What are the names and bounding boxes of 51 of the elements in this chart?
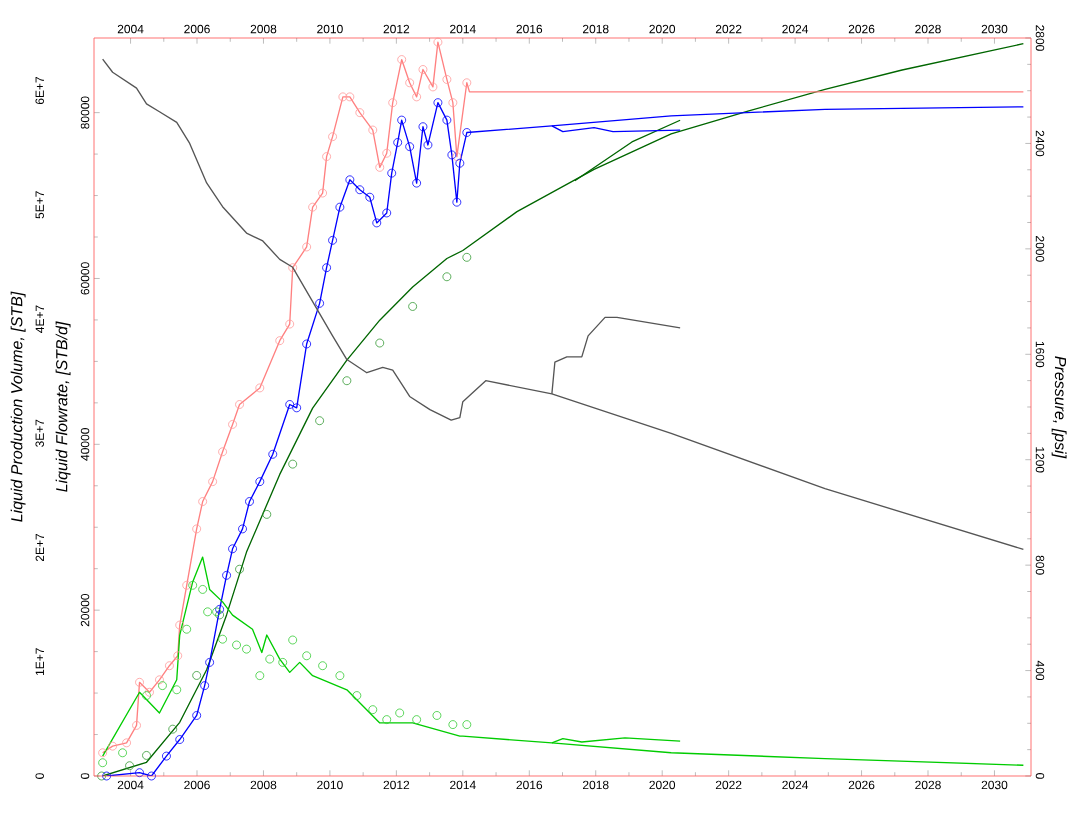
- x-tick-label: 2004: [117, 780, 144, 790]
- y3-tick-label: 1E+7: [35, 648, 44, 676]
- x-tick-label: 2014: [450, 780, 476, 790]
- x-tick-label: 2018: [583, 780, 609, 790]
- x-tick-label: 2026: [848, 780, 875, 790]
- y2-tick-label: 1200: [1035, 447, 1045, 473]
- x-tick-label: 2028: [915, 780, 941, 790]
- y-tick-label: 20000: [80, 593, 90, 627]
- x-tick-label: 2022: [715, 780, 742, 790]
- x2-tick-label: 2014: [450, 24, 476, 34]
- y-tick-label: 0: [80, 773, 90, 779]
- x2-tick-label: 2022: [715, 24, 742, 34]
- y3-tick-label: 6E+7: [35, 76, 44, 105]
- x2-tick-label: 2030: [981, 24, 1008, 34]
- x2-tick-label: 2016: [516, 24, 543, 34]
- y3-tick-label: 0: [35, 773, 44, 779]
- x2-tick-label: 2006: [184, 24, 210, 34]
- y-tick-label: 40000: [80, 428, 90, 461]
- x2-tick-label: 2018: [583, 24, 609, 34]
- x2-tick-label: 2010: [317, 24, 343, 34]
- x2-tick-label: 2026: [848, 24, 875, 34]
- x2-tick-label: 2008: [250, 24, 277, 34]
- x-tick-label: 2020: [649, 780, 676, 790]
- x-tick-label: 2010: [317, 780, 343, 790]
- y3-tick-label: 2E+7: [35, 533, 44, 562]
- x-tick-label: 2030: [981, 780, 1008, 790]
- y2-axis-title: Pressure, [psi]: [1051, 356, 1067, 459]
- x-tick-label: 2008: [250, 780, 277, 790]
- x-tick-label: 2012: [383, 780, 410, 790]
- y3-axis-title: Liquid Production Volume, [STB]: [10, 291, 26, 522]
- y3-tick-label: 5E+7: [35, 191, 44, 219]
- y2-tick-label: 2000: [1035, 236, 1045, 262]
- y2-tick-label: 1600: [1035, 341, 1045, 368]
- x2-tick-label: 2004: [117, 24, 144, 34]
- y2-tick-label: 400: [1035, 660, 1045, 681]
- y2-tick-label: 0: [1035, 773, 1045, 779]
- x2-tick-label: 2028: [915, 24, 941, 34]
- x2-tick-label: 2020: [649, 24, 676, 34]
- y2-tick-label: 2400: [1035, 130, 1045, 157]
- y-tick-label: 60000: [80, 262, 90, 295]
- x-tick-label: 2024: [782, 780, 809, 790]
- x2-tick-label: 2024: [782, 24, 809, 34]
- x2-tick-label: 2012: [383, 24, 410, 34]
- x-tick-label: 2016: [516, 780, 543, 790]
- y2-tick-label: 800: [1035, 555, 1045, 575]
- y-axis-title: Liquid Flowrate, [STB/d]: [55, 321, 71, 492]
- y2-tick-label: 2800: [1035, 25, 1045, 51]
- y3-tick-label: 3E+7: [35, 419, 44, 447]
- y-tick-label: 80000: [80, 96, 90, 129]
- y3-tick-label: 4E+7: [35, 305, 44, 333]
- x-tick-label: 2006: [184, 780, 210, 790]
